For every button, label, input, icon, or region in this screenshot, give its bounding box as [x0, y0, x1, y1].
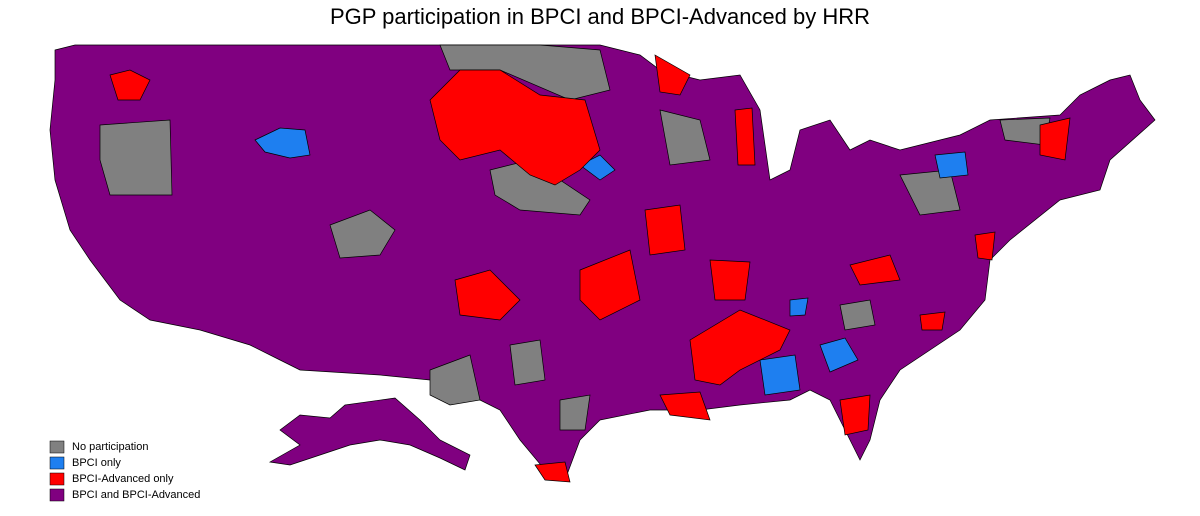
region: [1039, 117, 1071, 161]
region: [644, 204, 686, 256]
region: [429, 354, 481, 406]
map-regions: [49, 44, 1156, 483]
alaska: [268, 397, 471, 471]
region: [579, 249, 641, 321]
region: [329, 209, 396, 259]
region: [254, 127, 311, 159]
region: [759, 354, 801, 396]
region: [919, 311, 946, 331]
region: [839, 394, 871, 436]
region: [734, 107, 756, 166]
legend-swatch: [49, 472, 65, 486]
region: [709, 259, 751, 301]
region: [439, 44, 611, 101]
legend-label: BPCI-Advanced only: [72, 473, 174, 485]
legend-label: BPCI and BPCI-Advanced: [72, 489, 200, 501]
region: [689, 309, 791, 386]
region: [839, 299, 876, 331]
legend-label: No participation: [72, 441, 148, 453]
region: [819, 337, 859, 373]
region: [429, 69, 601, 186]
region: [934, 151, 969, 179]
region: [789, 297, 809, 317]
region: [974, 231, 996, 261]
region: [849, 254, 901, 286]
region: [659, 391, 711, 421]
legend-swatch: [49, 488, 65, 502]
legend-swatch: [49, 456, 65, 470]
region: [509, 339, 546, 386]
region: [109, 69, 151, 101]
region: [559, 394, 591, 431]
region: [659, 109, 711, 166]
region: [454, 269, 521, 321]
legend-label: BPCI only: [72, 457, 121, 469]
region: [654, 54, 691, 96]
region: [99, 119, 173, 196]
region: [534, 461, 571, 483]
region: [899, 169, 961, 216]
legend-swatch: [49, 440, 65, 454]
map-title: PGP participation in BPCI and BPCI-Advan…: [330, 4, 870, 29]
legend: No participation BPCI only BPCI-Advanced o…: [49, 440, 200, 502]
